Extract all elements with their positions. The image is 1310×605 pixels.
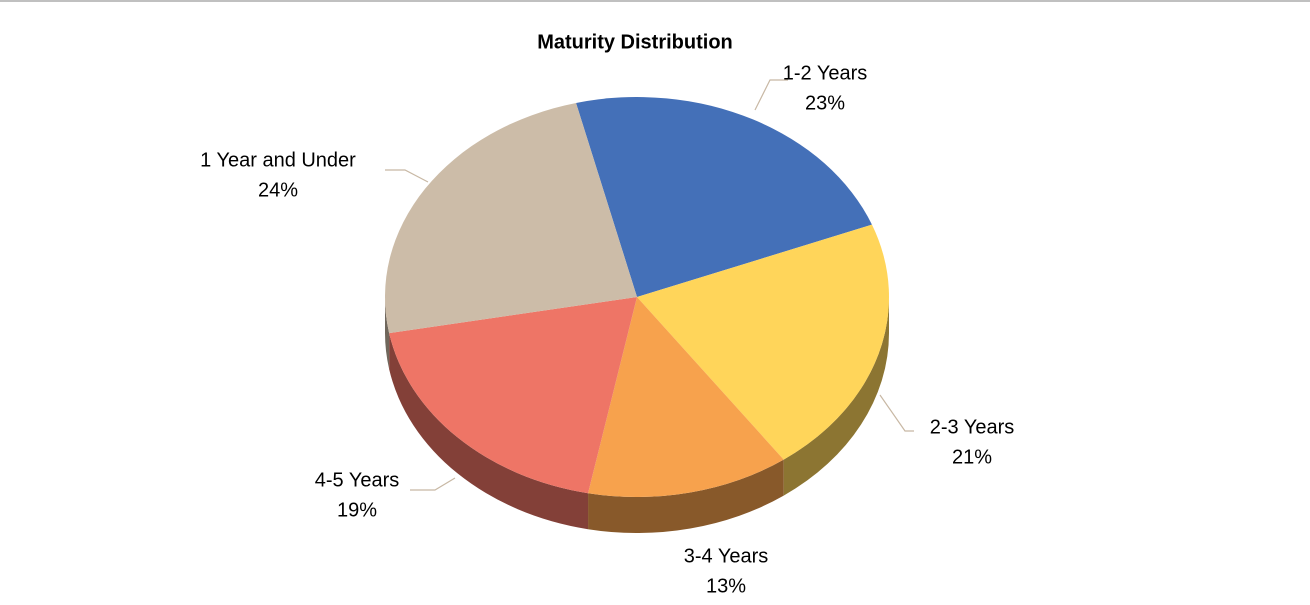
slice-label: 2-3 Years — [930, 416, 1015, 438]
slice-side — [389, 333, 589, 530]
leader-line — [385, 169, 429, 183]
slice-side — [588, 459, 784, 533]
pie-slice — [637, 224, 889, 496]
pie-slice — [389, 297, 637, 530]
slice-value-label: 24% — [258, 179, 298, 201]
slice-value-label: 21% — [952, 446, 992, 468]
slice-side — [385, 297, 390, 370]
slice-top — [637, 224, 889, 460]
slice-label: 4-5 Years — [315, 469, 400, 491]
leader-line — [410, 477, 456, 491]
slice-label: 3-4 Years — [684, 545, 769, 567]
slice-label: 1 Year and Under — [200, 149, 356, 171]
slice-value-label: 23% — [805, 92, 845, 114]
pie-slice — [576, 96, 872, 297]
slice-value-label: 13% — [706, 575, 746, 597]
leader-line — [879, 394, 914, 432]
pie-slice — [588, 297, 784, 533]
slice-label: 1-2 Years — [783, 62, 868, 84]
slice-top — [385, 102, 637, 334]
chart-title: Maturity Distribution — [537, 31, 733, 53]
leader-line — [754, 79, 788, 111]
slice-top — [576, 96, 872, 297]
slice-side — [783, 297, 889, 496]
slice-top — [588, 297, 784, 497]
pie-slice — [385, 102, 637, 370]
slice-value-label: 19% — [337, 499, 377, 521]
slice-top — [389, 297, 637, 494]
